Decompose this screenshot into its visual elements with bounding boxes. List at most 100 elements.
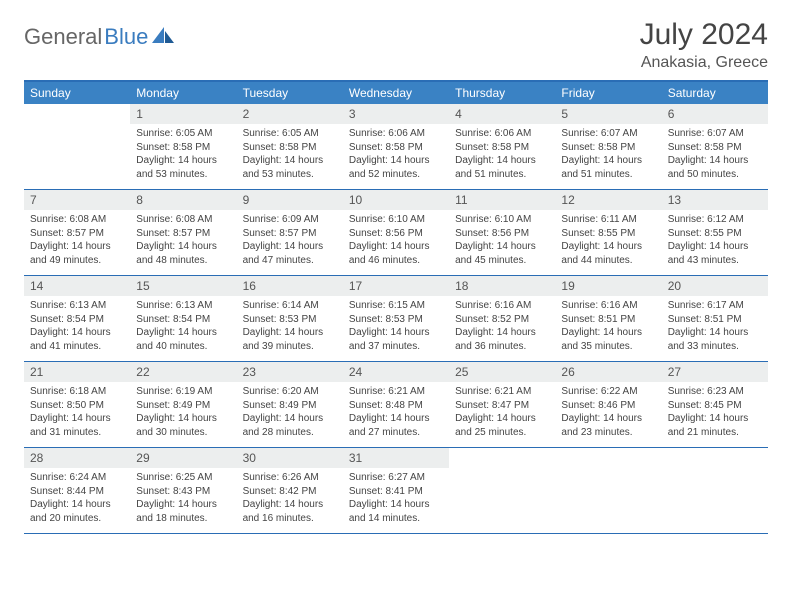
sunrise-line: Sunrise: 6:14 AM <box>243 299 337 313</box>
day-body: Sunrise: 6:10 AMSunset: 8:56 PMDaylight:… <box>449 210 555 273</box>
sunset-line: Sunset: 8:41 PM <box>349 485 443 499</box>
day-header: Monday <box>130 82 236 104</box>
sunset-line: Sunset: 8:44 PM <box>30 485 124 499</box>
calendar: SundayMondayTuesdayWednesdayThursdayFrid… <box>24 80 768 534</box>
sunset-line: Sunset: 8:49 PM <box>136 399 230 413</box>
sunrise-line: Sunrise: 6:07 AM <box>561 127 655 141</box>
daylight-line: Daylight: 14 hours and 50 minutes. <box>668 154 762 181</box>
sunrise-line: Sunrise: 6:22 AM <box>561 385 655 399</box>
sunrise-line: Sunrise: 6:15 AM <box>349 299 443 313</box>
sail-icon <box>152 27 174 43</box>
sunrise-line: Sunrise: 6:19 AM <box>136 385 230 399</box>
sunrise-line: Sunrise: 6:08 AM <box>30 213 124 227</box>
day-number: 1 <box>130 104 236 124</box>
day-number: 21 <box>24 362 130 382</box>
day-body: Sunrise: 6:17 AMSunset: 8:51 PMDaylight:… <box>662 296 768 359</box>
sunset-line: Sunset: 8:58 PM <box>561 141 655 155</box>
calendar-cell: 21Sunrise: 6:18 AMSunset: 8:50 PMDayligh… <box>24 362 130 447</box>
sunset-line: Sunset: 8:53 PM <box>349 313 443 327</box>
calendar-body: .1Sunrise: 6:05 AMSunset: 8:58 PMDayligh… <box>24 104 768 534</box>
daylight-line: Daylight: 14 hours and 53 minutes. <box>136 154 230 181</box>
daylight-line: Daylight: 14 hours and 48 minutes. <box>136 240 230 267</box>
calendar-cell: 22Sunrise: 6:19 AMSunset: 8:49 PMDayligh… <box>130 362 236 447</box>
sunrise-line: Sunrise: 6:23 AM <box>668 385 762 399</box>
day-number: 11 <box>449 190 555 210</box>
sunset-line: Sunset: 8:45 PM <box>668 399 762 413</box>
sunset-line: Sunset: 8:51 PM <box>561 313 655 327</box>
day-body: Sunrise: 6:13 AMSunset: 8:54 PMDaylight:… <box>130 296 236 359</box>
day-body: Sunrise: 6:05 AMSunset: 8:58 PMDaylight:… <box>130 124 236 187</box>
day-number: 25 <box>449 362 555 382</box>
sunrise-line: Sunrise: 6:06 AM <box>455 127 549 141</box>
sunset-line: Sunset: 8:52 PM <box>455 313 549 327</box>
brand-part1: General <box>24 24 102 50</box>
daylight-line: Daylight: 14 hours and 27 minutes. <box>349 412 443 439</box>
calendar-cell: 2Sunrise: 6:05 AMSunset: 8:58 PMDaylight… <box>237 104 343 189</box>
calendar-cell: 19Sunrise: 6:16 AMSunset: 8:51 PMDayligh… <box>555 276 661 361</box>
day-body: Sunrise: 6:13 AMSunset: 8:54 PMDaylight:… <box>24 296 130 359</box>
location: Anakasia, Greece <box>640 54 768 72</box>
day-header: Thursday <box>449 82 555 104</box>
sunrise-line: Sunrise: 6:09 AM <box>243 213 337 227</box>
day-headers-row: SundayMondayTuesdayWednesdayThursdayFrid… <box>24 82 768 104</box>
day-body: Sunrise: 6:05 AMSunset: 8:58 PMDaylight:… <box>237 124 343 187</box>
daylight-line: Daylight: 14 hours and 16 minutes. <box>243 498 337 525</box>
sunset-line: Sunset: 8:57 PM <box>30 227 124 241</box>
calendar-cell: 30Sunrise: 6:26 AMSunset: 8:42 PMDayligh… <box>237 448 343 533</box>
day-body: Sunrise: 6:07 AMSunset: 8:58 PMDaylight:… <box>662 124 768 187</box>
calendar-cell: 3Sunrise: 6:06 AMSunset: 8:58 PMDaylight… <box>343 104 449 189</box>
day-body: Sunrise: 6:15 AMSunset: 8:53 PMDaylight:… <box>343 296 449 359</box>
calendar-cell: . <box>662 448 768 533</box>
daylight-line: Daylight: 14 hours and 53 minutes. <box>243 154 337 181</box>
daylight-line: Daylight: 14 hours and 18 minutes. <box>136 498 230 525</box>
title-block: July 2024 Anakasia, Greece <box>640 18 768 72</box>
sunrise-line: Sunrise: 6:21 AM <box>349 385 443 399</box>
day-body: Sunrise: 6:11 AMSunset: 8:55 PMDaylight:… <box>555 210 661 273</box>
daylight-line: Daylight: 14 hours and 44 minutes. <box>561 240 655 267</box>
day-body: Sunrise: 6:18 AMSunset: 8:50 PMDaylight:… <box>24 382 130 445</box>
day-number: 24 <box>343 362 449 382</box>
sunrise-line: Sunrise: 6:13 AM <box>136 299 230 313</box>
daylight-line: Daylight: 14 hours and 51 minutes. <box>455 154 549 181</box>
calendar-cell: 27Sunrise: 6:23 AMSunset: 8:45 PMDayligh… <box>662 362 768 447</box>
sunrise-line: Sunrise: 6:08 AM <box>136 213 230 227</box>
day-body: Sunrise: 6:26 AMSunset: 8:42 PMDaylight:… <box>237 468 343 531</box>
day-number: 12 <box>555 190 661 210</box>
daylight-line: Daylight: 14 hours and 37 minutes. <box>349 326 443 353</box>
calendar-cell: 17Sunrise: 6:15 AMSunset: 8:53 PMDayligh… <box>343 276 449 361</box>
day-number: 5 <box>555 104 661 124</box>
daylight-line: Daylight: 14 hours and 31 minutes. <box>30 412 124 439</box>
day-number: 19 <box>555 276 661 296</box>
day-number: 14 <box>24 276 130 296</box>
day-body: Sunrise: 6:19 AMSunset: 8:49 PMDaylight:… <box>130 382 236 445</box>
sunset-line: Sunset: 8:50 PM <box>30 399 124 413</box>
daylight-line: Daylight: 14 hours and 51 minutes. <box>561 154 655 181</box>
day-number: 6 <box>662 104 768 124</box>
day-body: Sunrise: 6:23 AMSunset: 8:45 PMDaylight:… <box>662 382 768 445</box>
sunset-line: Sunset: 8:58 PM <box>136 141 230 155</box>
day-body: Sunrise: 6:27 AMSunset: 8:41 PMDaylight:… <box>343 468 449 531</box>
calendar-cell: 13Sunrise: 6:12 AMSunset: 8:55 PMDayligh… <box>662 190 768 275</box>
day-number: 8 <box>130 190 236 210</box>
day-body: Sunrise: 6:12 AMSunset: 8:55 PMDaylight:… <box>662 210 768 273</box>
day-body: Sunrise: 6:24 AMSunset: 8:44 PMDaylight:… <box>24 468 130 531</box>
sunrise-line: Sunrise: 6:05 AM <box>243 127 337 141</box>
day-number: 15 <box>130 276 236 296</box>
day-body: Sunrise: 6:16 AMSunset: 8:51 PMDaylight:… <box>555 296 661 359</box>
day-body: Sunrise: 6:09 AMSunset: 8:57 PMDaylight:… <box>237 210 343 273</box>
daylight-line: Daylight: 14 hours and 40 minutes. <box>136 326 230 353</box>
sunrise-line: Sunrise: 6:12 AM <box>668 213 762 227</box>
sunrise-line: Sunrise: 6:16 AM <box>455 299 549 313</box>
daylight-line: Daylight: 14 hours and 25 minutes. <box>455 412 549 439</box>
calendar-cell: 6Sunrise: 6:07 AMSunset: 8:58 PMDaylight… <box>662 104 768 189</box>
calendar-cell: 16Sunrise: 6:14 AMSunset: 8:53 PMDayligh… <box>237 276 343 361</box>
day-number: 7 <box>24 190 130 210</box>
calendar-week: 28Sunrise: 6:24 AMSunset: 8:44 PMDayligh… <box>24 448 768 534</box>
day-body: Sunrise: 6:22 AMSunset: 8:46 PMDaylight:… <box>555 382 661 445</box>
day-number: 17 <box>343 276 449 296</box>
daylight-line: Daylight: 14 hours and 23 minutes. <box>561 412 655 439</box>
sunrise-line: Sunrise: 6:13 AM <box>30 299 124 313</box>
day-body: Sunrise: 6:20 AMSunset: 8:49 PMDaylight:… <box>237 382 343 445</box>
sunrise-line: Sunrise: 6:07 AM <box>668 127 762 141</box>
sunrise-line: Sunrise: 6:17 AM <box>668 299 762 313</box>
